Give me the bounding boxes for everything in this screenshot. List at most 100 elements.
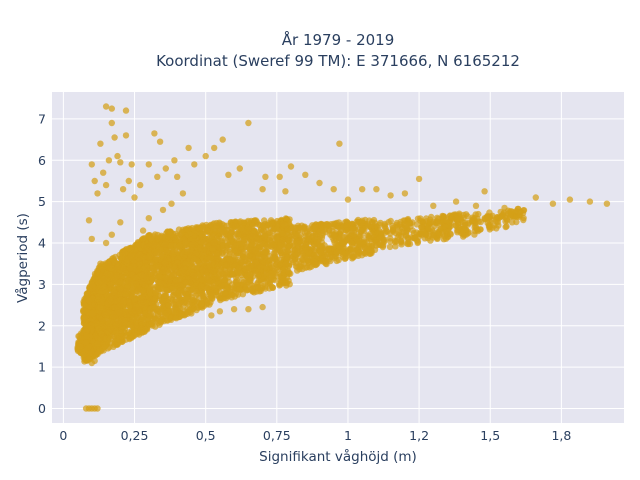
data-point [501,204,508,212]
data-point [227,257,235,265]
data-point [242,265,249,273]
data-point [325,246,332,253]
data-point [259,222,267,230]
data-point [279,220,287,227]
data-points [74,103,611,412]
data-point [125,299,133,306]
data-point [239,226,246,234]
data-point [232,222,239,229]
data-point [106,263,113,270]
data-point [486,226,493,233]
data-point [208,294,216,301]
data-point [112,327,120,335]
data-point [214,250,221,257]
data-point [454,215,461,222]
data-point [259,303,266,311]
data-point [236,285,243,293]
data-point [128,161,135,168]
data-point [95,325,102,332]
data-point [80,351,87,358]
data-point [178,310,185,317]
data-point [84,290,91,297]
data-point [98,330,105,338]
data-point [425,225,432,232]
data-point [566,196,574,203]
y-tick-label: 2 [38,318,46,333]
data-point [235,230,242,238]
data-point [141,318,148,325]
data-point [95,293,102,300]
data-point [163,310,170,317]
x-tick-label: 0,5 [196,428,216,443]
data-point [198,266,206,273]
data-point [358,227,365,235]
data-point [285,268,292,275]
data-point [84,309,92,316]
data-point [117,159,124,166]
data-point [94,268,101,276]
data-point [428,213,435,221]
data-point [174,259,181,266]
x-tick-label: 0 [59,428,67,443]
data-point [387,192,394,199]
data-point [123,288,130,295]
y-tick-label: 7 [38,111,46,126]
data-point [331,254,338,261]
data-point [389,222,396,230]
data-point [302,171,309,178]
data-point [374,224,381,231]
data-point [176,242,183,250]
data-point [153,249,160,256]
data-point [196,226,203,233]
data-point [333,241,340,248]
data-point [125,177,132,185]
data-point [331,233,338,240]
data-point [229,271,236,278]
data-point [148,283,155,290]
data-point [151,303,158,310]
data-point [161,260,169,267]
data-point [127,253,135,260]
x-tick-label: 0,25 [121,428,149,443]
data-point [279,230,286,237]
data-point [161,241,169,248]
data-point [427,219,434,226]
data-point [121,249,128,257]
x-tick-label: 1,2 [409,428,429,443]
x-tick-label: 1,8 [551,428,571,443]
data-point [276,244,283,251]
data-point [223,226,230,234]
data-point [446,213,454,220]
data-point [237,218,244,225]
data-point [219,295,226,302]
data-point [532,194,539,201]
data-point [159,233,166,241]
y-tick-label: 6 [38,153,46,168]
data-point [275,221,282,228]
data-point [245,306,252,313]
data-point [88,281,96,288]
data-point [259,248,266,255]
y-tick-label: 3 [38,277,46,292]
data-point [430,202,437,209]
data-point [91,357,98,365]
data-point [151,231,159,238]
data-point [102,239,110,247]
data-point [486,209,493,216]
data-point [151,130,158,137]
data-point [188,310,195,317]
data-point [311,258,318,265]
data-point [365,246,372,253]
data-point [185,144,192,152]
data-point [485,221,493,228]
data-point [177,282,184,289]
data-point [195,260,203,267]
data-point [261,259,268,266]
data-point [229,281,236,288]
data-point [156,138,164,145]
data-point [170,271,177,278]
data-point [75,333,82,340]
data-point [115,309,123,316]
data-point [189,286,197,293]
